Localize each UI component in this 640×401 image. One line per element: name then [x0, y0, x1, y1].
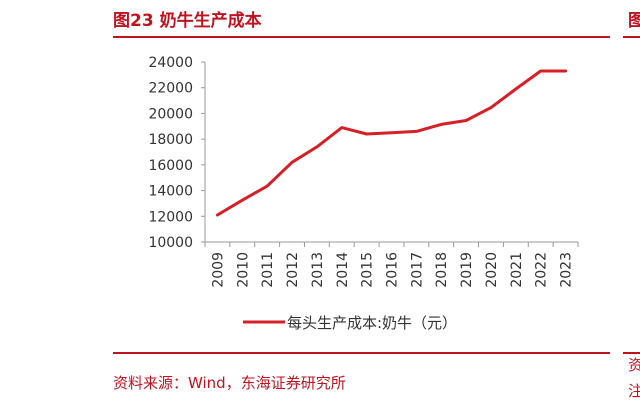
source-rule-right [623, 352, 640, 354]
edge-fragment-title: 图 [628, 11, 640, 31]
x-tick-label: 2012 [285, 252, 301, 288]
y-tick-label: 14000 [148, 184, 193, 200]
x-tick-label: 2014 [335, 252, 351, 288]
x-tick-label: 2013 [310, 252, 326, 288]
series-line [215, 69, 568, 217]
x-tick-label: 2011 [260, 252, 276, 288]
legend: 每头生产成本:奶牛（元） [243, 314, 457, 332]
y-tick-label: 10000 [148, 235, 193, 251]
y-tick-label: 22000 [148, 81, 193, 97]
figure-title: 图23 奶牛生产成本 [113, 11, 262, 31]
x-tick-label: 2016 [385, 252, 401, 288]
x-tick-label: 2009 [210, 252, 226, 288]
legend-label: 每头生产成本:奶牛（元） [287, 314, 457, 332]
x-tick-label: 2015 [360, 252, 376, 288]
x-tick-label: 2017 [409, 252, 425, 288]
y-tick-label: 24000 [148, 55, 193, 71]
y-tick-label: 18000 [148, 132, 193, 148]
x-tick-label: 2019 [459, 252, 475, 288]
x-tick-label: 2021 [509, 252, 525, 288]
source-note: 资料来源：Wind，东海证券研究所 [113, 374, 346, 392]
y-tick-label: 20000 [148, 106, 193, 122]
title-rule [113, 36, 610, 38]
x-tick-label: 2010 [235, 252, 251, 288]
y-axis: 10000 12000 14000 16000 18000 20000 22000 24000 [148, 55, 206, 251]
x-tick-label: 2023 [559, 252, 575, 288]
series-layer [215, 69, 568, 217]
edge-fragment-source: 资 [628, 356, 640, 374]
title-rule-right [623, 36, 640, 38]
x-tick-label: 2022 [534, 252, 550, 288]
source-rule [113, 352, 610, 354]
y-tick-label: 12000 [148, 209, 193, 225]
y-tick-label: 16000 [148, 158, 193, 174]
x-axis: 2009 2010 2011 2012 2013 2014 2015 2016 2017 2018… [204, 241, 579, 288]
edge-fragment-note: 注 [628, 382, 640, 400]
x-tick-label: 2020 [484, 252, 500, 288]
x-tick-label: 2018 [434, 252, 450, 288]
